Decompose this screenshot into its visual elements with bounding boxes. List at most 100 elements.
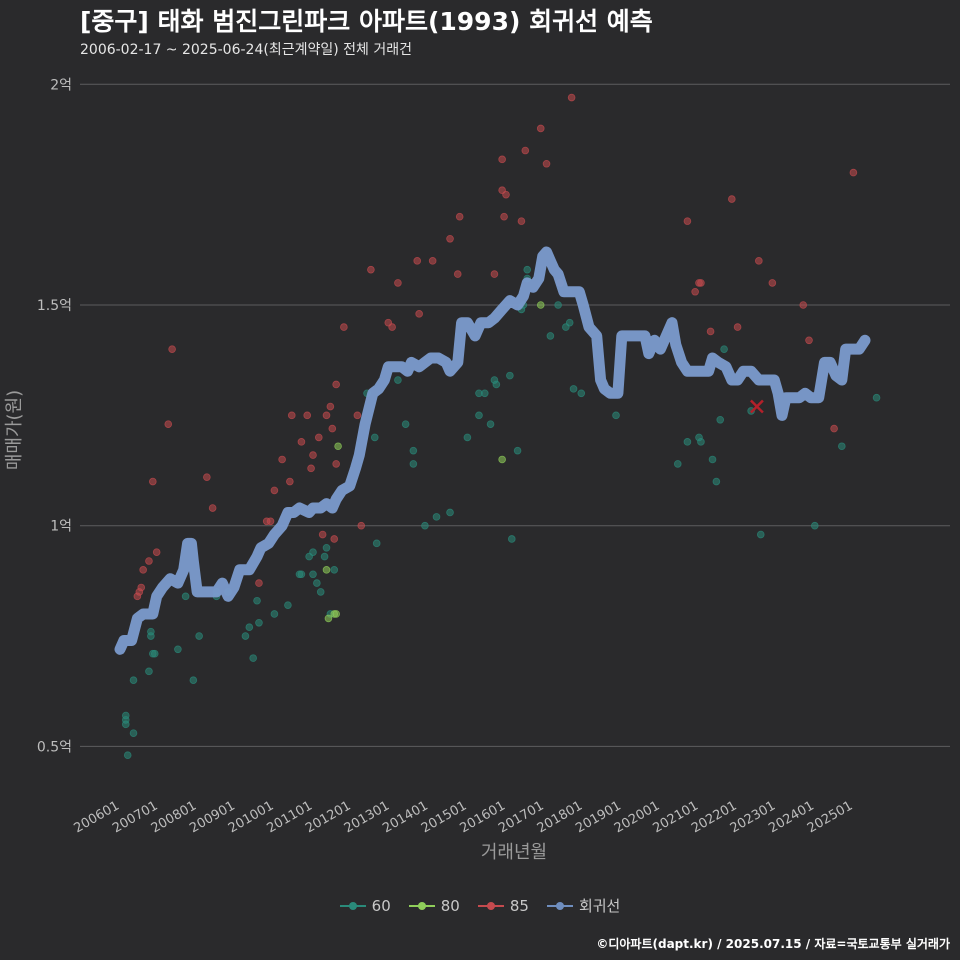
scatter-point-85 (395, 280, 402, 287)
scatter-point-60 (555, 302, 562, 309)
scatter-point-60 (410, 447, 417, 454)
scatter-point-85 (279, 456, 286, 463)
scatter-point-60 (481, 390, 488, 397)
y-tick-label: 2억 (50, 77, 72, 93)
scatter-point-85 (153, 549, 160, 556)
scatter-point-60 (684, 438, 691, 445)
scatter-point-60 (317, 589, 324, 596)
scatter-point-85 (323, 412, 330, 419)
scatter-point-60 (151, 650, 158, 657)
scatter-point-60 (433, 513, 440, 520)
scatter-point-60 (246, 624, 253, 631)
scatter-point-85 (684, 218, 691, 225)
scatter-point-85 (165, 421, 172, 428)
scatter-point-60 (566, 319, 573, 326)
scatter-point-85 (501, 213, 508, 220)
scatter-point-85 (298, 438, 305, 445)
scatter-point-85 (209, 505, 216, 512)
grid-lines (80, 84, 950, 746)
scatter-point-85 (707, 328, 714, 335)
legend-label-85: 85 (510, 897, 529, 915)
scatter-point-60 (310, 571, 317, 578)
y-axis-label: 매매가(원) (4, 390, 25, 470)
scatter-point-85 (734, 324, 741, 331)
scatter-point-60 (613, 412, 620, 419)
scatter-point-85 (304, 412, 311, 419)
scatter-point-85 (456, 213, 463, 220)
scatter-point-60 (674, 461, 681, 468)
scatter-point-60 (447, 509, 454, 516)
scatter-point-60 (122, 721, 129, 728)
scatter-point-60 (196, 633, 203, 640)
scatter-point-85 (389, 324, 396, 331)
scatter-point-60 (713, 478, 720, 485)
x-axis-label: 거래년월 (481, 842, 547, 863)
scatter-point-85 (315, 434, 322, 441)
scatter-point-85 (354, 412, 361, 419)
regression-line-group (120, 252, 865, 649)
scatter-point-85 (358, 522, 365, 529)
scatter-point-80 (323, 566, 330, 573)
scatter-point-60 (757, 531, 764, 538)
scatter-point-85 (368, 266, 375, 273)
scatter-point-60 (182, 593, 189, 600)
scatter-point-60 (717, 416, 724, 423)
scatter-point-60 (175, 646, 182, 653)
scatter-point-85 (769, 280, 776, 287)
scatter-point-85 (522, 147, 529, 154)
scatter-point-60 (514, 447, 521, 454)
regression-line (120, 252, 865, 649)
y-axis-ticks: 0.5억1억1.5억2억 (37, 77, 72, 755)
scatter-point-60 (721, 346, 728, 353)
scatter-point-60 (298, 571, 305, 578)
scatter-point-60 (402, 421, 409, 428)
scatter-point-60 (256, 619, 263, 626)
scatter-point-85 (310, 452, 317, 459)
chart-svg: 0.5억1억1.5억2억 200601200701200801200901201… (0, 0, 960, 960)
footer-credit: ©디아파트(dapt.kr) / 2025.07.15 / 자료=국토교통부 실… (596, 935, 950, 952)
scatter-point-60 (493, 381, 500, 388)
scatter-point-60 (323, 544, 330, 551)
scatter-point-85 (256, 580, 263, 587)
scatter-point-85 (169, 346, 176, 353)
scatter-point-60 (313, 580, 320, 587)
scatter-point-85 (308, 465, 315, 472)
scatter-point-60 (130, 677, 137, 684)
scatter-point-80 (325, 615, 332, 622)
scatter-point-60 (190, 677, 197, 684)
scatter-point-85 (698, 280, 705, 287)
legend-item-regression: 회귀선 (547, 895, 620, 916)
scatter-point-60 (508, 536, 515, 543)
scatter-point-85 (333, 461, 340, 468)
scatter-point-60 (873, 394, 880, 401)
y-tick-label: 1.5억 (37, 298, 72, 314)
scatter-point-60 (464, 434, 471, 441)
scatter-point-85 (286, 478, 293, 485)
scatter-point-60 (321, 553, 328, 560)
scatter-point-60 (506, 372, 513, 379)
scatter-point-85 (499, 156, 506, 163)
legend-key-60 (340, 900, 366, 912)
scatter-point-85 (728, 196, 735, 203)
scatter-point-60 (547, 332, 554, 339)
scatter-point-85 (340, 324, 347, 331)
scatter-point-85 (203, 474, 210, 481)
scatter-point-85 (518, 218, 525, 225)
scatter-point-85 (543, 160, 550, 167)
scatter-point-80 (499, 456, 506, 463)
scatter-point-60 (373, 540, 380, 547)
scatter-point-80 (335, 443, 342, 450)
scatter-point-60 (487, 421, 494, 428)
scatter-point-85 (850, 169, 857, 176)
legend-item-85: 85 (478, 895, 529, 916)
scatter-point-85 (138, 584, 145, 591)
scatter-point-85 (806, 337, 813, 344)
legend-key-regression (547, 900, 573, 912)
legend-label-60: 60 (372, 897, 391, 915)
scatter-point-85 (447, 235, 454, 242)
scatter-point-60 (130, 730, 137, 737)
scatter-point-60 (146, 668, 153, 675)
scatter-point-60 (254, 597, 261, 604)
scatter-point-85 (454, 271, 461, 278)
scatter-point-60 (410, 461, 417, 468)
